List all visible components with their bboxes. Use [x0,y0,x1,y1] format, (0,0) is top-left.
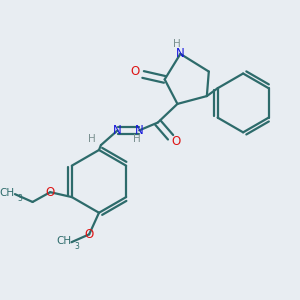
Text: O: O [130,65,140,78]
Text: O: O [85,228,94,241]
Text: 3: 3 [17,194,22,202]
Text: O: O [46,186,55,199]
Text: O: O [172,135,181,148]
Text: CH: CH [0,188,15,198]
Text: N: N [176,47,185,60]
Text: CH: CH [56,236,71,246]
Text: N: N [113,124,122,137]
Text: H: H [88,134,96,144]
Text: N: N [135,124,144,137]
Text: H: H [172,39,180,49]
Text: 3: 3 [74,242,79,250]
Text: H: H [133,134,141,144]
